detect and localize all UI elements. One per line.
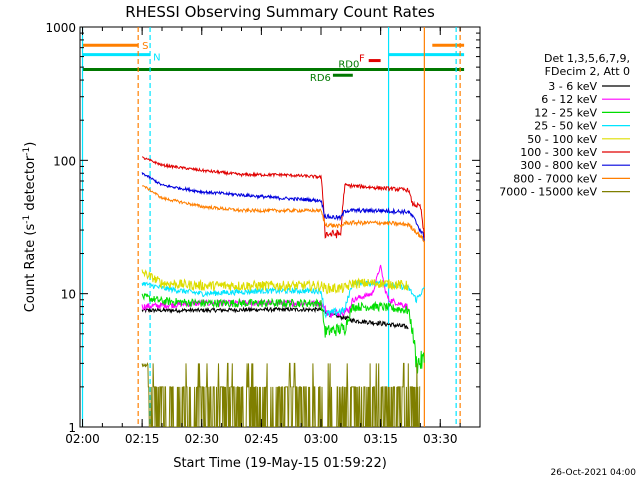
series-line-0 — [141, 306, 409, 330]
legend-entry-label: 25 - 50 keV — [534, 120, 597, 133]
flag-label-rd0: RD0 — [338, 60, 359, 71]
legend-header-line: FDecim 2, Att 0 — [545, 65, 630, 78]
chart-title: RHESSI Observing Summary Count Rates — [125, 3, 435, 21]
legend-header-line: Det 1,3,5,6,7,9, — [544, 52, 630, 65]
series-line-5 — [142, 156, 425, 239]
flag-label-rd6: RD6 — [310, 73, 331, 84]
series-line-7 — [141, 185, 425, 243]
x-tick-label: 03:15 — [363, 432, 398, 446]
x-tick-label: 03:30 — [423, 432, 458, 446]
series-line-4 — [141, 269, 409, 295]
legend-entry-label: 3 - 6 keV — [548, 80, 597, 93]
legend-entry-label: 50 - 100 keV — [527, 133, 597, 146]
footer-date: 26-Oct-2021 04:00 — [551, 468, 637, 478]
x-tick-label: 02:15 — [125, 432, 160, 446]
legend-entry-label: 6 - 12 keV — [541, 93, 597, 106]
y-tick-label: 1 — [68, 421, 76, 435]
y-tick-label: 1000 — [45, 21, 76, 35]
y-axis-label: Count Rate (s-1 detector-1) — [22, 142, 38, 313]
legend-entry-label: 800 - 7000 keV — [513, 172, 597, 185]
x-tick-label: 02:45 — [244, 432, 279, 446]
x-tick-label: 02:00 — [65, 432, 100, 446]
x-tick-label: 03:00 — [304, 432, 339, 446]
legend-entry-label: 300 - 800 keV — [520, 159, 597, 172]
legend-entry-label: 100 - 300 keV — [520, 146, 597, 159]
flag-label-f: F — [359, 54, 365, 65]
flag-label-s: S — [142, 41, 148, 52]
legend-entry-label: 12 - 25 keV — [534, 106, 597, 119]
series-line-6 — [141, 172, 425, 241]
y-tick-label: 100 — [53, 154, 76, 168]
x-axis-label: Start Time (19-May-15 01:59:22) — [173, 456, 387, 471]
legend-entry-label: 7000 - 15000 keV — [499, 186, 597, 199]
series-line-2 — [141, 293, 425, 375]
flag-label-n: N — [153, 53, 160, 64]
y-tick-label: 10 — [61, 288, 76, 302]
series-line-8 — [141, 362, 421, 427]
x-tick-label: 02:30 — [184, 432, 219, 446]
